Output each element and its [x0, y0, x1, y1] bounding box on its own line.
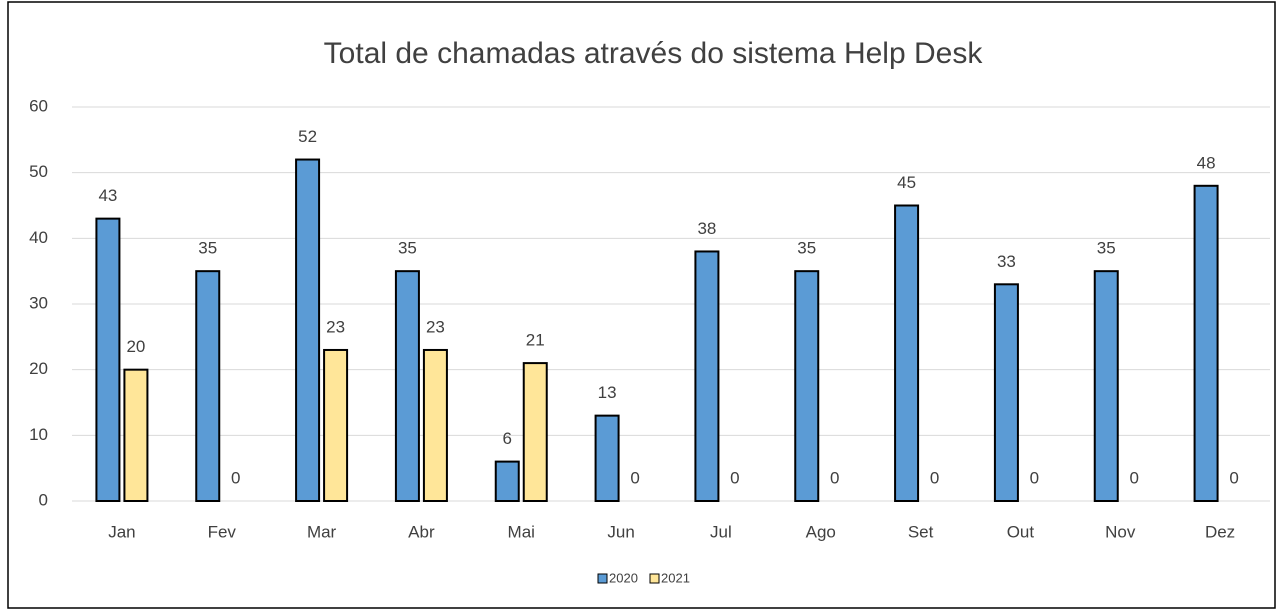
bar	[195, 270, 221, 502]
x-tick-label: Abr	[408, 522, 435, 541]
x-tick-label: Ago	[806, 522, 836, 541]
x-tick-label: Jun	[607, 522, 634, 541]
bar	[894, 204, 920, 502]
bar	[123, 368, 149, 502]
data-label: 0	[730, 468, 739, 487]
data-label: 52	[298, 127, 317, 146]
data-label: 21	[526, 331, 545, 350]
chart-title: Total de chamadas através do sistema Hel…	[324, 37, 984, 70]
bar	[594, 414, 620, 502]
y-tick-label: 20	[29, 359, 48, 378]
bar	[522, 362, 548, 502]
legend-swatch	[649, 573, 660, 584]
y-tick-label: 0	[39, 490, 48, 509]
x-tick-label: Dez	[1205, 522, 1235, 541]
data-label: 0	[1030, 468, 1039, 487]
data-label: 0	[830, 468, 839, 487]
x-tick-label: Fev	[208, 522, 237, 541]
x-tick-label: Out	[1007, 522, 1035, 541]
x-tick-label: Set	[908, 522, 934, 541]
data-label: 33	[997, 252, 1016, 271]
data-label: 43	[98, 186, 117, 205]
x-tick-label: Mai	[508, 522, 535, 541]
y-tick-label: 60	[29, 96, 48, 115]
bar	[694, 250, 720, 502]
data-label: 35	[398, 239, 417, 258]
legend-label: 2021	[661, 570, 690, 585]
data-label: 0	[1130, 468, 1139, 487]
bar	[95, 217, 121, 502]
data-label: 38	[697, 219, 716, 238]
data-label: 0	[231, 468, 240, 487]
data-label: 48	[1197, 153, 1216, 172]
bar	[295, 158, 321, 503]
x-tick-label: Jul	[710, 522, 732, 541]
data-label: 0	[930, 468, 939, 487]
legend-swatch	[597, 573, 608, 584]
data-label: 45	[897, 173, 916, 192]
data-label: 35	[1097, 239, 1116, 258]
y-tick-label: 30	[29, 293, 48, 312]
bar	[422, 348, 448, 503]
data-label: 23	[326, 317, 345, 336]
x-tick-label: Nov	[1105, 522, 1136, 541]
data-label: 35	[198, 239, 217, 258]
bar	[794, 270, 820, 502]
x-tick-label: Mar	[307, 522, 337, 541]
legend-label: 2020	[609, 570, 638, 585]
bar	[323, 348, 349, 503]
y-tick-label: 40	[29, 228, 48, 247]
bar	[1193, 184, 1219, 503]
bar	[394, 270, 420, 502]
bar	[494, 460, 520, 503]
bar	[993, 283, 1019, 502]
data-label: 13	[598, 383, 617, 402]
data-label: 35	[797, 239, 816, 258]
bar	[1093, 270, 1119, 502]
data-label: 0	[1229, 468, 1238, 487]
y-tick-label: 50	[29, 162, 48, 181]
data-label: 23	[426, 317, 445, 336]
data-label: 20	[126, 337, 145, 356]
y-tick-label: 10	[29, 425, 48, 444]
data-label: 6	[503, 429, 512, 448]
x-tick-label: Jan	[108, 522, 135, 541]
data-label: 0	[630, 468, 639, 487]
